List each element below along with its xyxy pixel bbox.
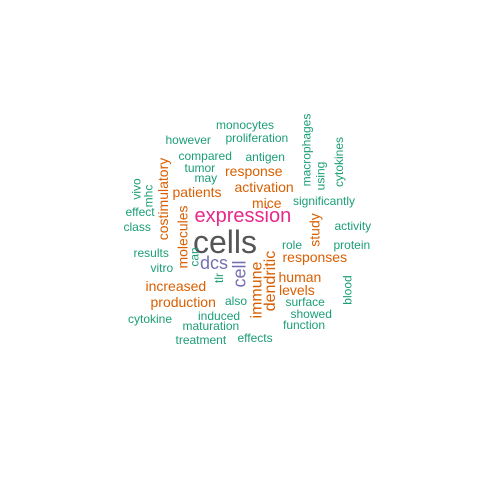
word-responses: responses [282,249,348,265]
word-dcs: dcs [200,253,229,273]
word-compared: compared [178,149,232,163]
word-expression: expression [194,205,292,227]
word-may: may [194,171,218,185]
word-proliferation: proliferation [225,131,289,145]
word-cytokine: cytokine [128,312,173,326]
word-using: using [312,161,327,191]
word-can: can [187,247,202,267]
word-showed: showed [290,307,332,321]
word-cell: cell [229,260,250,288]
word-maturation: maturation [182,319,240,333]
word-protein: protein [333,238,371,252]
word-function: function [283,318,326,332]
word-activity: activity [334,219,372,233]
word-vitro: vitro [150,261,174,275]
word-induced: induced [198,309,241,323]
word-human: human [278,269,322,285]
word-cells: cells [193,224,258,260]
word-class: class [123,220,151,234]
word-study: study [306,213,323,247]
word-mhc: mhc [140,184,155,208]
word-antigen: antigen [245,150,285,164]
word-tumor: tumor [184,161,216,175]
word-treatment: treatment [175,333,227,347]
word-production: production [150,294,216,310]
word-increased: increased [145,278,207,294]
word-significantly: significantly [293,194,356,208]
word-monocytes: monocytes [216,118,275,132]
word-results: results [133,246,169,260]
word-role: role [282,238,303,252]
word-effects: effects [237,331,273,345]
word-response: response [225,163,283,179]
word-patients: patients [172,184,222,200]
word-levels: levels [279,282,315,298]
word-dendritic: dendritic [262,250,280,312]
word-also: also [225,294,248,308]
word-cytokines: cytokines [332,136,347,188]
word-surface: surface [285,295,325,309]
word-macrophages: macrophages [298,113,313,187]
word-tlr: tlr [212,273,226,283]
word-costimulatory: costimulatory [155,157,172,241]
word-mice: mice [252,195,282,211]
word-activation: activation [234,179,294,195]
word-however: however [165,133,211,147]
word-blood: blood [340,275,355,305]
word-effect: effect [125,205,155,219]
